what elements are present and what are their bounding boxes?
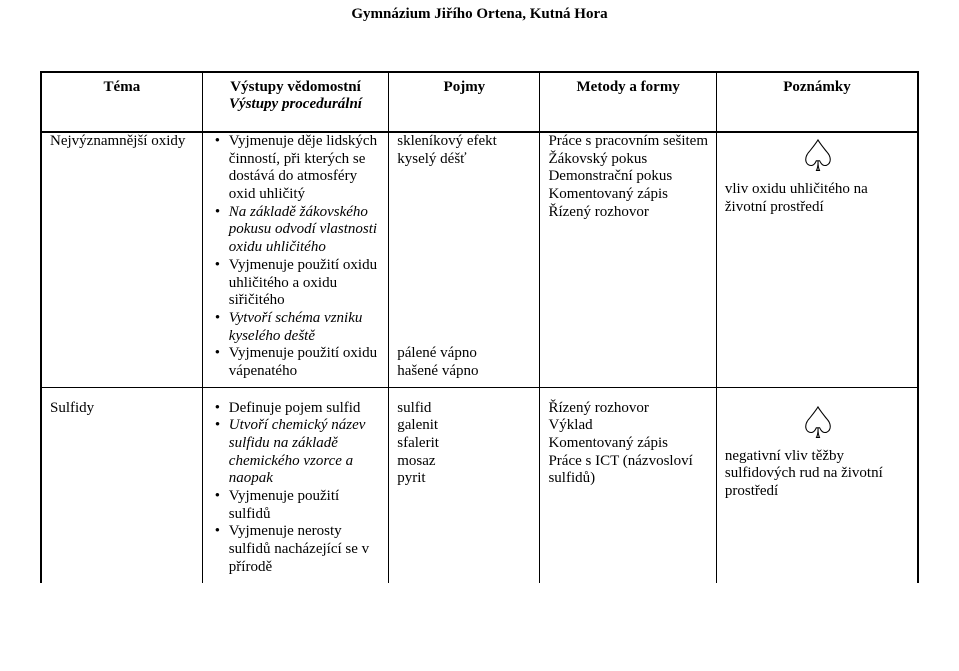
list-item: Vyjmenuje nerosty sulfidů nacházející se… — [221, 523, 382, 576]
cell-vystupy: Vyjmenuje děje lidských činností, při kt… — [202, 132, 388, 387]
text-line: kyselý déšť — [397, 151, 533, 169]
th-tema: Téma — [41, 72, 202, 132]
text-line: pyrit — [397, 470, 533, 488]
table-row: Sulfidy Definuje pojem sulfidUtvoří chem… — [41, 387, 918, 582]
text-line: hašené vápno — [397, 363, 478, 381]
text-line: Řízený rozhovor — [548, 400, 709, 418]
list-item: Definuje pojem sulfid — [221, 400, 382, 418]
text-line: sulfid — [397, 400, 533, 418]
page-header: Gymnázium Jiřího Ortena, Kutná Hora — [40, 6, 919, 23]
cell-tema: Sulfidy — [41, 387, 202, 582]
th-vystupy-ved: Výstupy vědomostní — [209, 79, 382, 96]
list-item: Vytvoří schéma vzniku kyselého deště — [221, 310, 382, 345]
poznamky-text: vliv oxidu uhličitého na životní prostře… — [725, 181, 911, 216]
cell-metody: Práce s pracovním sešitemŽákovský pokusD… — [540, 132, 716, 387]
text-line: Demonstrační pokus — [548, 168, 709, 186]
text-line: Práce s pracovním sešitem — [548, 133, 709, 151]
th-vystupy-proc: Výstupy procedurální — [209, 96, 382, 113]
text-line: pálené vápno — [397, 345, 478, 363]
text-line: sfalerit — [397, 435, 533, 453]
text-line: mosaz — [397, 453, 533, 471]
th-pojmy: Pojmy — [389, 72, 540, 132]
spade-icon: ♤ — [725, 402, 911, 446]
cell-metody: Řízený rozhovorVýkladKomentovaný zápisPr… — [540, 387, 716, 582]
cell-poznamky: ♤ negativní vliv těžby sulfidových rud n… — [716, 387, 918, 582]
th-poznamky: Poznámky — [716, 72, 918, 132]
text-line: Řízený rozhovor — [548, 204, 709, 222]
list-item: Vyjmenuje použití oxidu uhličitého a oxi… — [221, 257, 382, 310]
list-item: Vyjmenuje použití sulfidů — [221, 488, 382, 523]
curriculum-table: Téma Výstupy vědomostní Výstupy procedur… — [40, 71, 919, 583]
list-item: Utvoří chemický název sulfidu na základě… — [221, 417, 382, 488]
text-line: Komentovaný zápis — [548, 186, 709, 204]
list-item: Vyjmenuje děje lidských činností, při kt… — [221, 133, 382, 204]
table-row: Nejvýznamnější oxidy Vyjmenuje děje lids… — [41, 132, 918, 387]
poznamky-text: negativní vliv těžby sulfidových rud na … — [725, 448, 911, 501]
cell-vystupy: Definuje pojem sulfidUtvoří chemický náz… — [202, 387, 388, 582]
text-line: Komentovaný zápis — [548, 435, 709, 453]
list-item: Vyjmenuje použití oxidu vápenatého — [221, 345, 382, 380]
cell-pojmy: skleníkový efektkyselý déšť pálené vápno… — [389, 132, 540, 387]
cell-tema: Nejvýznamnější oxidy — [41, 132, 202, 387]
th-vystupy: Výstupy vědomostní Výstupy procedurální — [202, 72, 388, 132]
table-header-row: Téma Výstupy vědomostní Výstupy procedur… — [41, 72, 918, 132]
th-metody: Metody a formy — [540, 72, 716, 132]
text-line: Práce s ICT (názvosloví sulfidů) — [548, 453, 709, 488]
list-item: Na základě žákovského pokusu odvodí vlas… — [221, 204, 382, 257]
text-line: Výklad — [548, 417, 709, 435]
cell-pojmy: sulfidgalenitsfaleritmosazpyrit — [389, 387, 540, 582]
text-line: galenit — [397, 417, 533, 435]
text-line: Žákovský pokus — [548, 151, 709, 169]
spade-icon: ♤ — [725, 135, 911, 179]
cell-poznamky: ♤ vliv oxidu uhličitého na životní prost… — [716, 132, 918, 387]
text-line: skleníkový efekt — [397, 133, 533, 151]
